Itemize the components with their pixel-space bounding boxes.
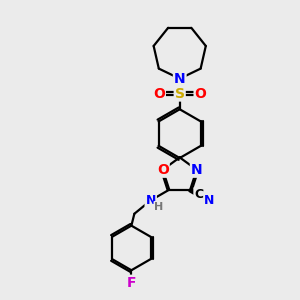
- Text: H: H: [154, 202, 164, 212]
- Text: F: F: [127, 276, 136, 290]
- Text: S: S: [175, 86, 185, 100]
- Text: N: N: [174, 72, 185, 86]
- Text: O: O: [153, 86, 165, 100]
- Text: N: N: [191, 163, 203, 177]
- Text: C: C: [194, 188, 203, 201]
- Text: N: N: [204, 194, 215, 207]
- Text: O: O: [157, 163, 169, 177]
- Text: O: O: [195, 86, 206, 100]
- Text: N: N: [146, 194, 156, 207]
